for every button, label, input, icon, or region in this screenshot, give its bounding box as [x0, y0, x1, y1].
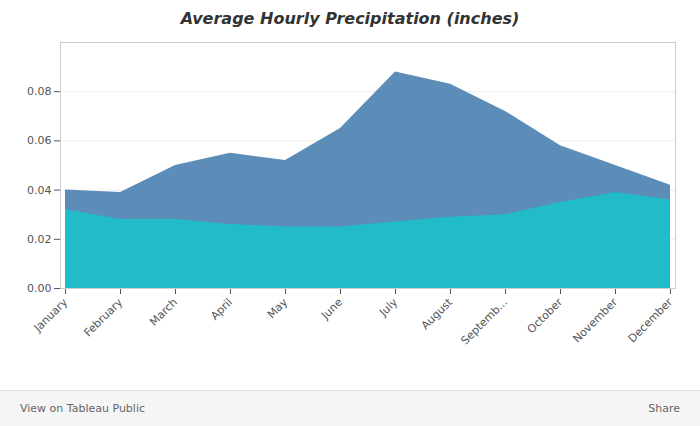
svg-text:0.06: 0.06: [27, 134, 52, 147]
svg-text:November: November: [570, 295, 620, 345]
html-text:Average Hourly Precipitation (: Average Hourly Precipitation (inches): [180, 9, 520, 28]
svg-text:August: August: [419, 295, 456, 332]
svg-text:January: January: [31, 295, 71, 335]
svg-text:0.00: 0.00: [27, 282, 52, 295]
svg-text:June: June: [318, 296, 345, 323]
svg-text:April: April: [208, 296, 235, 323]
svg-text:0.04: 0.04: [27, 184, 52, 197]
svg-text:Septemb...: Septemb...: [458, 296, 510, 348]
svg-text:0.02: 0.02: [27, 233, 52, 246]
svg-text:July: July: [376, 295, 400, 319]
svg-text:December: December: [626, 295, 676, 345]
svg-text:May: May: [265, 295, 291, 321]
svg-text:0.08: 0.08: [27, 85, 52, 98]
html-text:View on Tableau Public: View on Tableau Public: [20, 402, 145, 415]
svg-text:February: February: [81, 295, 125, 339]
svg-text:March: March: [147, 296, 180, 329]
svg-text:October: October: [525, 295, 566, 336]
html-text:Share: Share: [648, 402, 680, 415]
